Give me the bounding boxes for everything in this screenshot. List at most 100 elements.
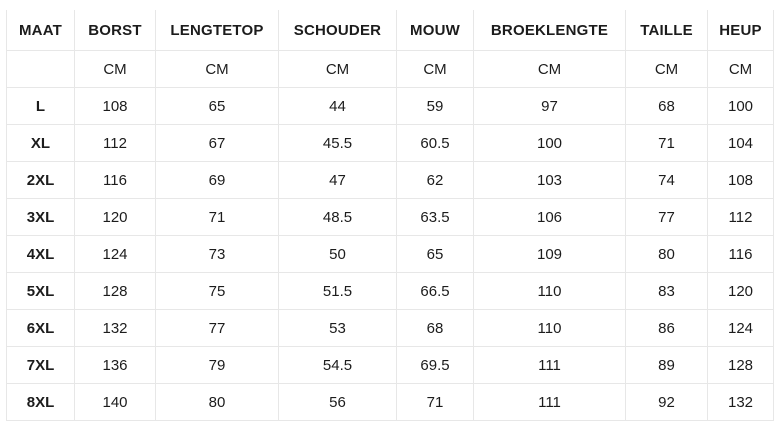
measurement-value-cell: 128 (707, 346, 774, 384)
measurement-value-cell: 77 (155, 309, 279, 347)
size-row: XL 112 67 45.5 60.5 100 71 104 (6, 124, 774, 162)
size-label-cell: 5XL (6, 272, 75, 310)
measurement-value-cell: 69.5 (396, 346, 474, 384)
measurement-value-cell: 140 (74, 383, 156, 421)
size-label-cell: 6XL (6, 309, 75, 347)
unit-cell: CM (155, 50, 279, 88)
measurement-value-cell: 112 (74, 124, 156, 162)
measurement-value-cell: 73 (155, 235, 279, 273)
measurement-value-cell: 68 (396, 309, 474, 347)
units-row: CM CM CM CM CM CM CM (6, 50, 774, 88)
measurement-value-cell: 45.5 (278, 124, 397, 162)
unit-cell: CM (74, 50, 156, 88)
measurement-value-cell: 124 (74, 235, 156, 273)
measurement-value-cell: 75 (155, 272, 279, 310)
measurement-value-cell: 111 (473, 346, 626, 384)
measurement-value-cell: 86 (625, 309, 708, 347)
measurement-value-cell: 108 (74, 87, 156, 125)
size-row: 6XL 132 77 53 68 110 86 124 (6, 309, 774, 347)
size-label-cell: 2XL (6, 161, 75, 199)
measurement-value-cell: 132 (74, 309, 156, 347)
measurement-value-cell: 120 (707, 272, 774, 310)
measurement-value-cell: 71 (625, 124, 708, 162)
measurement-value-cell: 128 (74, 272, 156, 310)
measurement-value-cell: 65 (155, 87, 279, 125)
unit-cell (6, 50, 75, 88)
measurement-value-cell: 136 (74, 346, 156, 384)
measurement-value-cell: 83 (625, 272, 708, 310)
measurement-value-cell: 103 (473, 161, 626, 199)
measurement-value-cell: 65 (396, 235, 474, 273)
measurement-value-cell: 109 (473, 235, 626, 273)
measurement-value-cell: 79 (155, 346, 279, 384)
size-chart-container: MAAT BORST LENGTETOP SCHOUDER MOUW BROEKLENGT… (6, 10, 774, 421)
measurement-value-cell: 116 (74, 161, 156, 199)
measurement-value-cell: 71 (396, 383, 474, 421)
measurement-value-cell: 53 (278, 309, 397, 347)
column-header-cell: BROEKLENGTE (473, 10, 626, 51)
measurement-value-cell: 54.5 (278, 346, 397, 384)
measurement-value-cell: 62 (396, 161, 474, 199)
header-row: MAAT BORST LENGTETOP SCHOUDER MOUW BROEKLENGT… (6, 10, 774, 51)
size-row: 7XL 136 79 54.5 69.5 111 89 128 (6, 346, 774, 384)
size-row: 5XL 128 75 51.5 66.5 110 83 120 (6, 272, 774, 310)
unit-cell: CM (396, 50, 474, 88)
measurement-value-cell: 44 (278, 87, 397, 125)
measurement-value-cell: 51.5 (278, 272, 397, 310)
measurement-value-cell: 69 (155, 161, 279, 199)
measurement-value-cell: 110 (473, 309, 626, 347)
measurement-value-cell: 100 (707, 87, 774, 125)
measurement-value-cell: 56 (278, 383, 397, 421)
measurement-value-cell: 132 (707, 383, 774, 421)
measurement-value-cell: 48.5 (278, 198, 397, 236)
size-row: 4XL 124 73 50 65 109 80 116 (6, 235, 774, 273)
measurement-value-cell: 71 (155, 198, 279, 236)
column-header-cell: SCHOUDER (278, 10, 397, 51)
size-row: 3XL 120 71 48.5 63.5 106 77 112 (6, 198, 774, 236)
measurement-value-cell: 67 (155, 124, 279, 162)
size-chart-header: MAAT BORST LENGTETOP SCHOUDER MOUW BROEKLENGT… (6, 10, 774, 51)
column-header-cell: LENGTETOP (155, 10, 279, 51)
measurement-value-cell: 89 (625, 346, 708, 384)
size-label-cell: XL (6, 124, 75, 162)
measurement-value-cell: 97 (473, 87, 626, 125)
measurement-value-cell: 104 (707, 124, 774, 162)
size-row: 8XL 140 80 56 71 111 92 132 (6, 383, 774, 421)
measurement-value-cell: 106 (473, 198, 626, 236)
size-label-cell: L (6, 87, 75, 125)
measurement-value-cell: 112 (707, 198, 774, 236)
size-label-cell: 3XL (6, 198, 75, 236)
measurement-value-cell: 66.5 (396, 272, 474, 310)
measurement-value-cell: 120 (74, 198, 156, 236)
measurement-value-cell: 111 (473, 383, 626, 421)
unit-cell: CM (707, 50, 774, 88)
measurement-value-cell: 108 (707, 161, 774, 199)
measurement-value-cell: 74 (625, 161, 708, 199)
measurement-value-cell: 124 (707, 309, 774, 347)
measurement-value-cell: 47 (278, 161, 397, 199)
measurement-value-cell: 116 (707, 235, 774, 273)
column-header-cell: TAILLE (625, 10, 708, 51)
unit-cell: CM (625, 50, 708, 88)
size-row: 2XL 116 69 47 62 103 74 108 (6, 161, 774, 199)
measurement-value-cell: 80 (155, 383, 279, 421)
size-chart-table: MAAT BORST LENGTETOP SCHOUDER MOUW BROEKLENGT… (6, 10, 774, 421)
measurement-value-cell: 80 (625, 235, 708, 273)
column-header-cell: HEUP (707, 10, 774, 51)
size-label-cell: 4XL (6, 235, 75, 273)
unit-cell: CM (473, 50, 626, 88)
measurement-value-cell: 92 (625, 383, 708, 421)
size-chart-body: CM CM CM CM CM CM CM L 108 65 44 59 97 68 100 XL 112 67 4… (6, 50, 774, 421)
measurement-value-cell: 100 (473, 124, 626, 162)
measurement-value-cell: 59 (396, 87, 474, 125)
column-header-cell: BORST (74, 10, 156, 51)
size-label-cell: 8XL (6, 383, 75, 421)
size-row: L 108 65 44 59 97 68 100 (6, 87, 774, 125)
measurement-value-cell: 63.5 (396, 198, 474, 236)
measurement-value-cell: 110 (473, 272, 626, 310)
size-label-cell: 7XL (6, 346, 75, 384)
unit-cell: CM (278, 50, 397, 88)
column-header-cell: MOUW (396, 10, 474, 51)
measurement-value-cell: 50 (278, 235, 397, 273)
measurement-value-cell: 77 (625, 198, 708, 236)
